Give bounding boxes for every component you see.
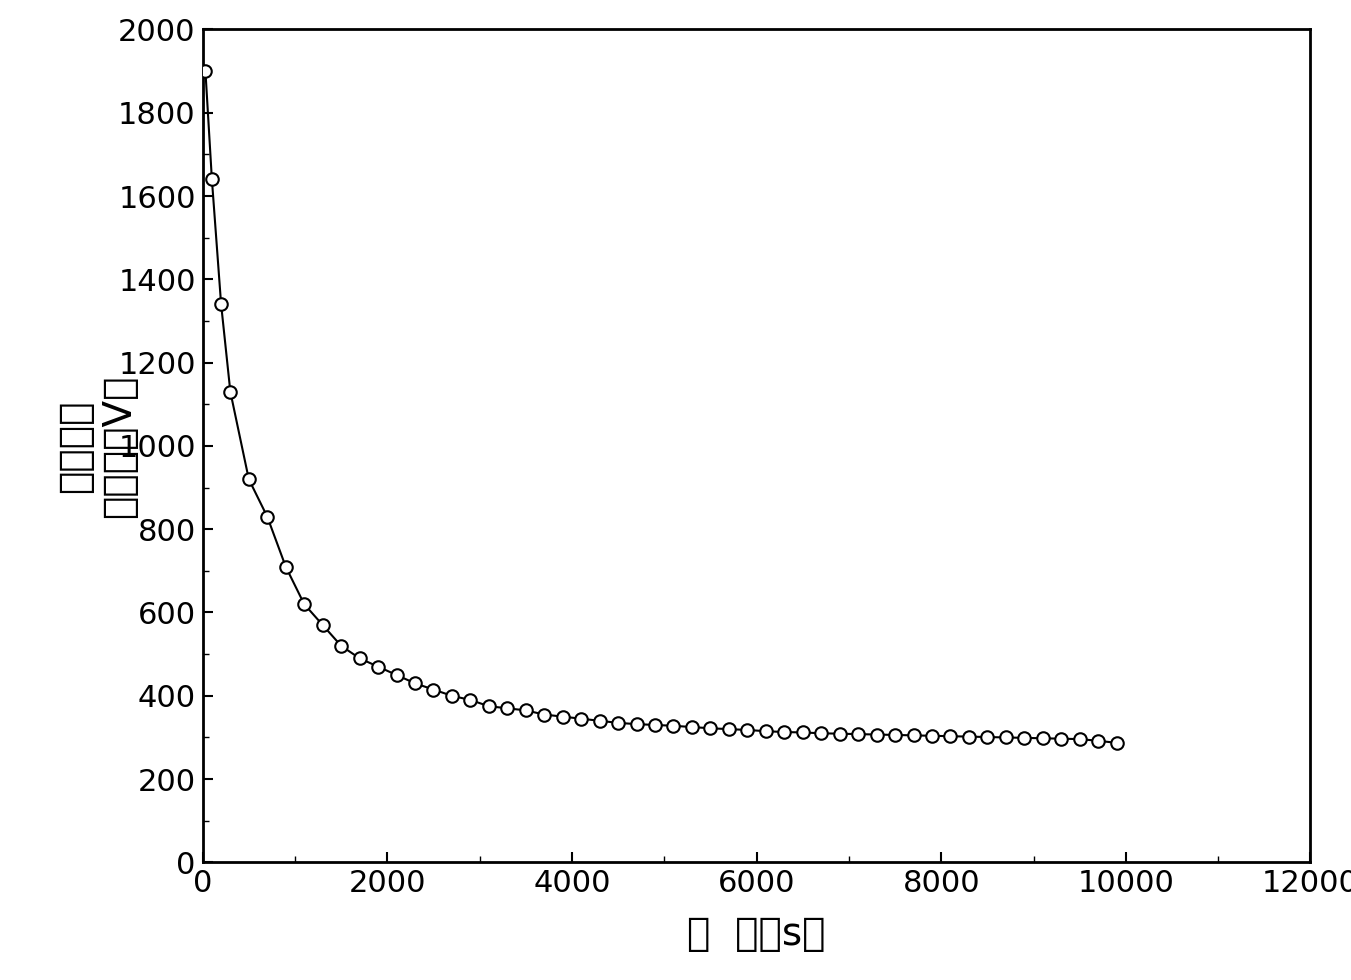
Y-axis label: 负极性表
面电位（V）: 负极性表 面电位（V） xyxy=(57,374,138,517)
X-axis label: 时  间（s）: 时 间（s） xyxy=(688,915,825,953)
